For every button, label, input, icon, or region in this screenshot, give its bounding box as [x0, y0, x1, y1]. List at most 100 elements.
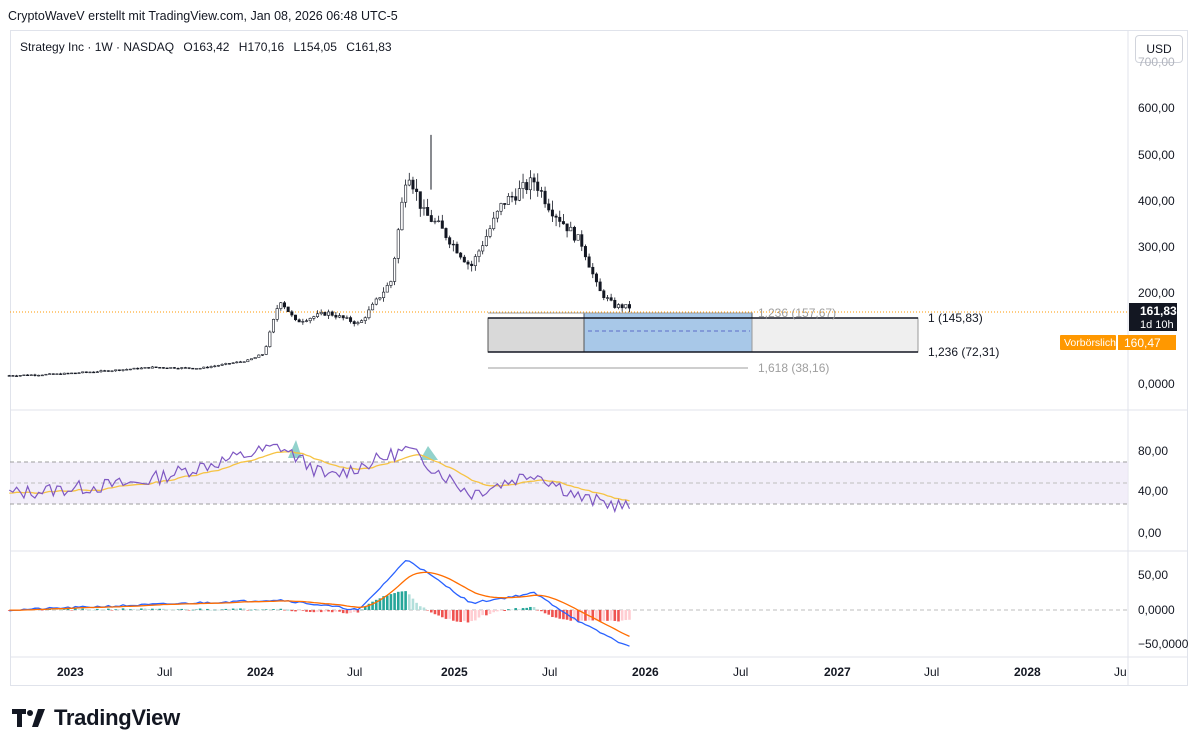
candle-body	[22, 374, 26, 376]
macd-histogram-bar	[441, 610, 444, 618]
price-tick: 500,00	[1138, 148, 1175, 162]
candle-body	[316, 313, 320, 317]
candle-body	[481, 245, 485, 252]
macd-histogram-bar	[430, 610, 433, 613]
candle-body	[264, 346, 268, 355]
macd-histogram-bar	[305, 610, 308, 612]
candle-body	[84, 371, 88, 373]
candle-body	[11, 375, 15, 377]
macd-histogram-bar	[173, 609, 176, 611]
symbol-name[interactable]: Strategy Inc · 1W · NASDAQ	[20, 40, 175, 54]
candle-body	[92, 371, 96, 374]
rsi-pane[interactable]	[9, 440, 1128, 514]
candle-body	[110, 370, 114, 372]
macd-histogram-bar	[404, 591, 407, 610]
macd-histogram-bar	[316, 610, 319, 612]
candle-body	[572, 226, 576, 241]
macd-histogram-bar	[466, 610, 470, 623]
macd-histogram-bar	[132, 609, 136, 610]
macd-histogram-bar	[180, 608, 184, 610]
premarket-tag	[1060, 335, 1116, 350]
macd-histogram-bar	[569, 610, 573, 621]
candle-body	[198, 368, 202, 370]
macd-histogram-bar	[492, 610, 495, 613]
macd-histogram-bar	[437, 610, 440, 616]
macd-histogram-bar	[235, 608, 239, 610]
macd-histogram-bar	[426, 610, 429, 611]
macd-histogram-bar	[330, 610, 334, 613]
candle-body	[176, 367, 180, 370]
fib-label-145: 1 (145,83)	[928, 311, 983, 325]
candle-body	[216, 365, 220, 367]
target-box[interactable]	[583, 312, 753, 353]
macd-histogram-bar	[551, 610, 554, 618]
macd-histogram-bar	[261, 609, 264, 611]
time-label: Jul	[542, 665, 557, 679]
macd-histogram-bar	[154, 608, 158, 610]
candle-body	[341, 315, 345, 319]
fib-zone[interactable]: 1,236 (157,67) 1 (145,83) 1,236 (72,31) …	[487, 306, 999, 375]
fib-label-72: 1,236 (72,31)	[928, 345, 999, 359]
macd-histogram-bar	[609, 610, 613, 621]
candle-body	[290, 311, 294, 316]
candle-body	[294, 314, 298, 321]
candle-body	[400, 201, 404, 231]
candle-body	[444, 228, 448, 238]
macd-histogram-bar	[591, 610, 595, 621]
macd-histogram-bar	[279, 608, 283, 610]
macd-axis: 50,00 0,0000 −50,0000	[1138, 568, 1189, 651]
candle-body	[150, 366, 154, 369]
candle-body	[609, 297, 613, 301]
macd-histogram-bar	[99, 609, 103, 611]
candle-body	[510, 196, 514, 198]
candle-body	[360, 320, 364, 323]
macd-histogram-bar	[242, 608, 246, 610]
price-axis[interactable]: 700,00 600,00 500,00 400,00 300,00 200,0…	[1060, 55, 1177, 391]
macd-histogram-bar	[554, 610, 558, 618]
macd-histogram-bar	[400, 591, 404, 610]
macd-histogram-bar	[129, 609, 132, 610]
candle-body	[627, 304, 631, 309]
time-axis[interactable]: 2023 Jul 2024 Jul 2025 Jul 2026 Jul 2027…	[57, 665, 1127, 679]
macd-histogram-bar	[415, 602, 418, 610]
candle-body	[158, 367, 162, 369]
macd-histogram-bar	[224, 608, 228, 610]
macd-histogram-bar	[514, 608, 518, 610]
candle-body	[180, 367, 184, 369]
price-tick: 700,00	[1138, 55, 1175, 69]
macd-histogram-bar	[220, 609, 224, 610]
candle-body	[580, 234, 584, 247]
macd-pane[interactable]	[7, 560, 1128, 647]
candle-body	[33, 374, 37, 376]
rsi-line	[9, 443, 631, 514]
candle-body	[242, 361, 246, 363]
macd-histogram-bar	[396, 591, 400, 610]
macd-histogram-bar	[286, 609, 290, 611]
macd-histogram-bar	[378, 598, 382, 610]
candle-body	[77, 372, 81, 374]
candle-body	[532, 177, 536, 183]
candle-body	[7, 375, 11, 377]
candle-body	[506, 196, 510, 205]
candle-body	[48, 373, 52, 375]
candle-body	[466, 261, 470, 265]
candle-body	[503, 203, 507, 205]
candle-body	[536, 181, 540, 191]
last-price-tag	[1129, 303, 1177, 331]
candle-body	[492, 217, 496, 229]
macd-histogram-bar	[334, 610, 338, 612]
candle-body	[407, 179, 411, 186]
candle-body	[88, 371, 92, 374]
macd-histogram-bar	[617, 610, 620, 622]
candle-body	[37, 374, 41, 377]
currency-button[interactable]: USD	[1135, 35, 1183, 63]
candle-body	[202, 366, 206, 369]
candle-body	[81, 371, 85, 374]
candle-body	[312, 316, 316, 319]
macd-histogram-bar	[463, 610, 466, 621]
candle-body	[172, 367, 176, 369]
candle-body	[235, 361, 239, 364]
macd-histogram-bar	[158, 608, 162, 610]
candle-body	[525, 182, 529, 191]
